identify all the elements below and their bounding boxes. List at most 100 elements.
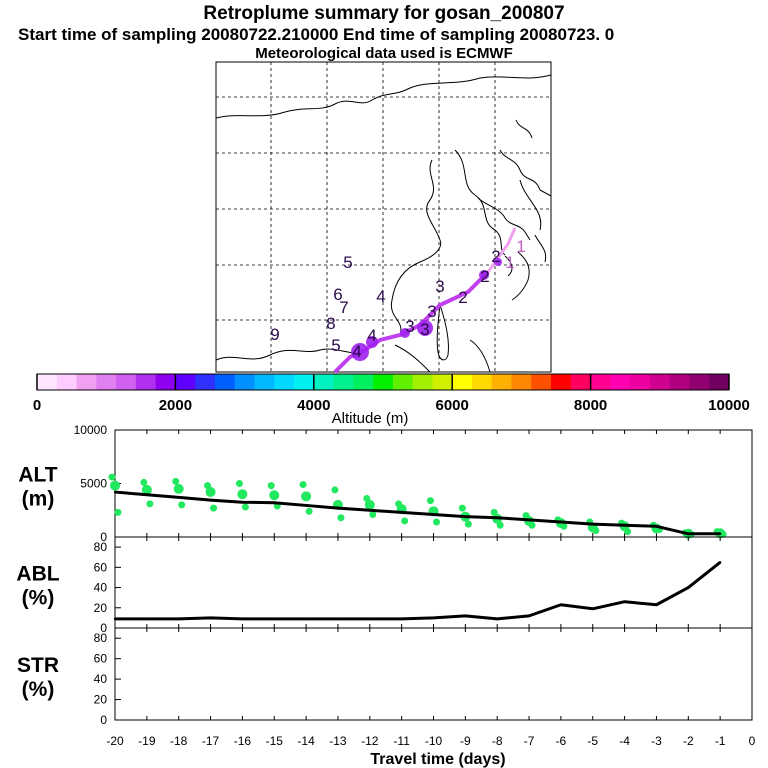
altitude-spread-point — [299, 481, 307, 489]
plume-cluster — [494, 258, 502, 266]
colorbar-swatch — [610, 374, 631, 390]
map-day-marker: 6 — [333, 285, 342, 304]
series-point — [623, 524, 626, 527]
x-tick-label: -5 — [587, 734, 598, 748]
altitude-spread-point — [237, 489, 248, 500]
y-tick-label: 0 — [100, 530, 107, 544]
colorbar-swatch — [590, 374, 611, 390]
colorbar-swatch — [491, 374, 513, 390]
series-point — [273, 617, 276, 621]
series-point — [113, 490, 117, 494]
colorbar-swatch — [373, 374, 394, 390]
x-tick-label: -8 — [492, 734, 503, 748]
series-point — [591, 607, 594, 610]
colorbar-swatch — [392, 374, 414, 390]
colorbar-tick-label: 10000 — [708, 397, 750, 414]
panel-yunit: (m) — [22, 488, 55, 511]
colorbar-swatch — [234, 374, 255, 390]
series-line-abl — [115, 561, 722, 621]
series-point — [432, 513, 435, 516]
map-day-marker: 1 — [505, 253, 514, 272]
map-day-marker: 4 — [352, 342, 361, 361]
x-tick-label: -10 — [425, 734, 443, 748]
series-point — [527, 614, 531, 618]
plume-cluster — [400, 328, 410, 338]
colorbar-swatch — [649, 374, 671, 390]
series-point — [591, 522, 594, 526]
map-day-marker: 8 — [326, 314, 335, 333]
series-point — [687, 586, 690, 589]
altitude-spread-point — [205, 487, 216, 498]
map-day-marker: 3 — [435, 277, 444, 296]
series-line-alt — [114, 490, 721, 536]
series-point — [177, 496, 180, 499]
x-tick-label: -18 — [170, 734, 188, 748]
series-point — [368, 509, 371, 512]
y-tick-label: 80 — [94, 631, 108, 645]
colorbar-swatch — [175, 374, 196, 390]
altitude-spread-point — [719, 530, 727, 538]
map-day-marker: 4 — [376, 287, 385, 306]
x-axis-label: Travel time (days) — [370, 751, 505, 768]
colorbar-swatch — [96, 374, 117, 390]
colorbar-swatch — [155, 374, 176, 390]
altitude-spread-point — [172, 477, 180, 485]
colorbar-swatch — [195, 374, 216, 390]
altitude-spread-point — [267, 482, 275, 490]
series-point — [687, 532, 690, 535]
x-tick-label: -19 — [138, 734, 156, 748]
series-point — [718, 532, 722, 535]
series-point — [464, 515, 467, 518]
panel-str: 80 60 40 20 0 STR(%) — [17, 627, 753, 727]
x-tick-label: -11 — [393, 734, 410, 748]
map-day-marker: 2 — [491, 247, 500, 266]
y-tick-label: 5000 — [80, 477, 107, 491]
altitude-spread-point — [624, 528, 632, 536]
x-tick-label: -1 — [715, 734, 726, 748]
x-tick-label: -20 — [106, 734, 124, 748]
altitude-spread-point — [364, 499, 375, 510]
altitude-spread-point — [301, 491, 312, 502]
series-point — [177, 617, 180, 621]
series-point — [241, 617, 244, 621]
colorbar-swatch — [56, 374, 78, 390]
series-point — [400, 511, 403, 514]
x-tick-label: -14 — [297, 734, 315, 748]
series-point — [496, 516, 499, 519]
x-tick-label: 0 — [749, 734, 756, 748]
colorbar-swatch — [274, 374, 295, 390]
panel-abl: 80 60 40 20 0 ABL(%) — [16, 536, 753, 635]
colorbar-swatch — [669, 374, 690, 390]
colorbar-swatch — [76, 374, 97, 390]
altitude-spread-point — [114, 508, 122, 516]
altitude-spread-point — [173, 483, 184, 494]
map-day-marker: 7 — [339, 298, 348, 317]
altitude-spread-point — [560, 522, 568, 530]
plume-cluster — [479, 270, 489, 280]
panel-ylabel: ALT — [18, 464, 57, 487]
series-point — [718, 561, 722, 564]
panel-alt: 10000 5000 0 ALT(m) — [18, 423, 753, 544]
x-tick-label: -3 — [651, 734, 662, 748]
y-tick-label: 40 — [94, 581, 108, 595]
series-point — [145, 617, 149, 621]
map-day-marker: 4 — [367, 326, 376, 345]
altitude-spread-point — [369, 511, 377, 519]
colorbar-swatch — [313, 374, 335, 390]
series-point — [241, 501, 244, 504]
series-point — [400, 617, 403, 621]
colorbar-swatch — [551, 374, 572, 390]
altitude-spread-point — [592, 527, 600, 535]
panel-ylabel: STR — [17, 654, 59, 677]
colorbar-swatch — [432, 374, 453, 390]
altitude-spread-point — [528, 521, 536, 529]
altitude-spread-point — [108, 473, 116, 481]
altitude-spread-point — [210, 504, 218, 512]
colorbar-tick-label: 6000 — [436, 397, 469, 414]
altitude-spread-point — [337, 514, 345, 522]
altitude-spread-point — [178, 501, 186, 509]
panel-yunit: (%) — [22, 678, 55, 701]
colorbar-swatch — [412, 374, 433, 390]
x-tick-label: -7 — [524, 734, 535, 748]
plume-cluster — [417, 320, 433, 336]
